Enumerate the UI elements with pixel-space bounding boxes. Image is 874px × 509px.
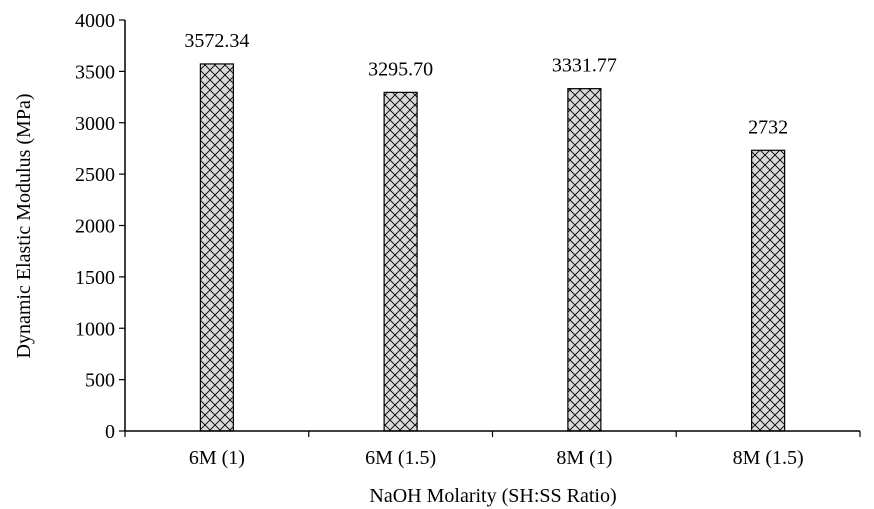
y-tick-label: 1000 (75, 318, 115, 340)
x-tick-label: 8M (1.5) (733, 447, 804, 469)
bar (199, 63, 234, 432)
y-tick-label: 4000 (75, 10, 115, 32)
x-tick-label: 8M (1) (556, 447, 612, 469)
x-axis-ticks: 6M (1) 6M (1.5) 8M (1) 8M (1.5) (124, 431, 861, 469)
y-tick-label: 1500 (75, 267, 115, 289)
y-tick-label: 500 (85, 370, 115, 392)
y-tick-label: 0 (105, 421, 115, 443)
y-tick-label: 3000 (75, 113, 115, 135)
data-labels: 3572.34 3295.70 3331.77 2732 (184, 30, 788, 138)
y-tick-label: 2000 (75, 216, 115, 238)
bar (383, 91, 418, 432)
data-label: 3331.77 (552, 55, 617, 77)
bar (567, 88, 602, 432)
data-label: 3572.34 (184, 30, 249, 52)
y-tick-label: 3500 (75, 61, 115, 83)
x-tick-label: 6M (1) (189, 447, 245, 469)
bar (751, 149, 786, 432)
x-axis-title: NaOH Molarity (SH:SS Ratio) (369, 485, 616, 507)
y-tick-label: 2500 (75, 164, 115, 186)
bar-series (199, 63, 786, 432)
data-label: 3295.70 (368, 58, 433, 80)
data-label: 2732 (748, 116, 788, 138)
y-axis-ticks: 0 500 1000 1500 2000 2500 3000 3500 4000 (75, 10, 125, 443)
y-axis-title: Dynamic Elastic Modulus (MPa) (13, 94, 35, 359)
x-tick-label: 6M (1.5) (365, 447, 436, 469)
